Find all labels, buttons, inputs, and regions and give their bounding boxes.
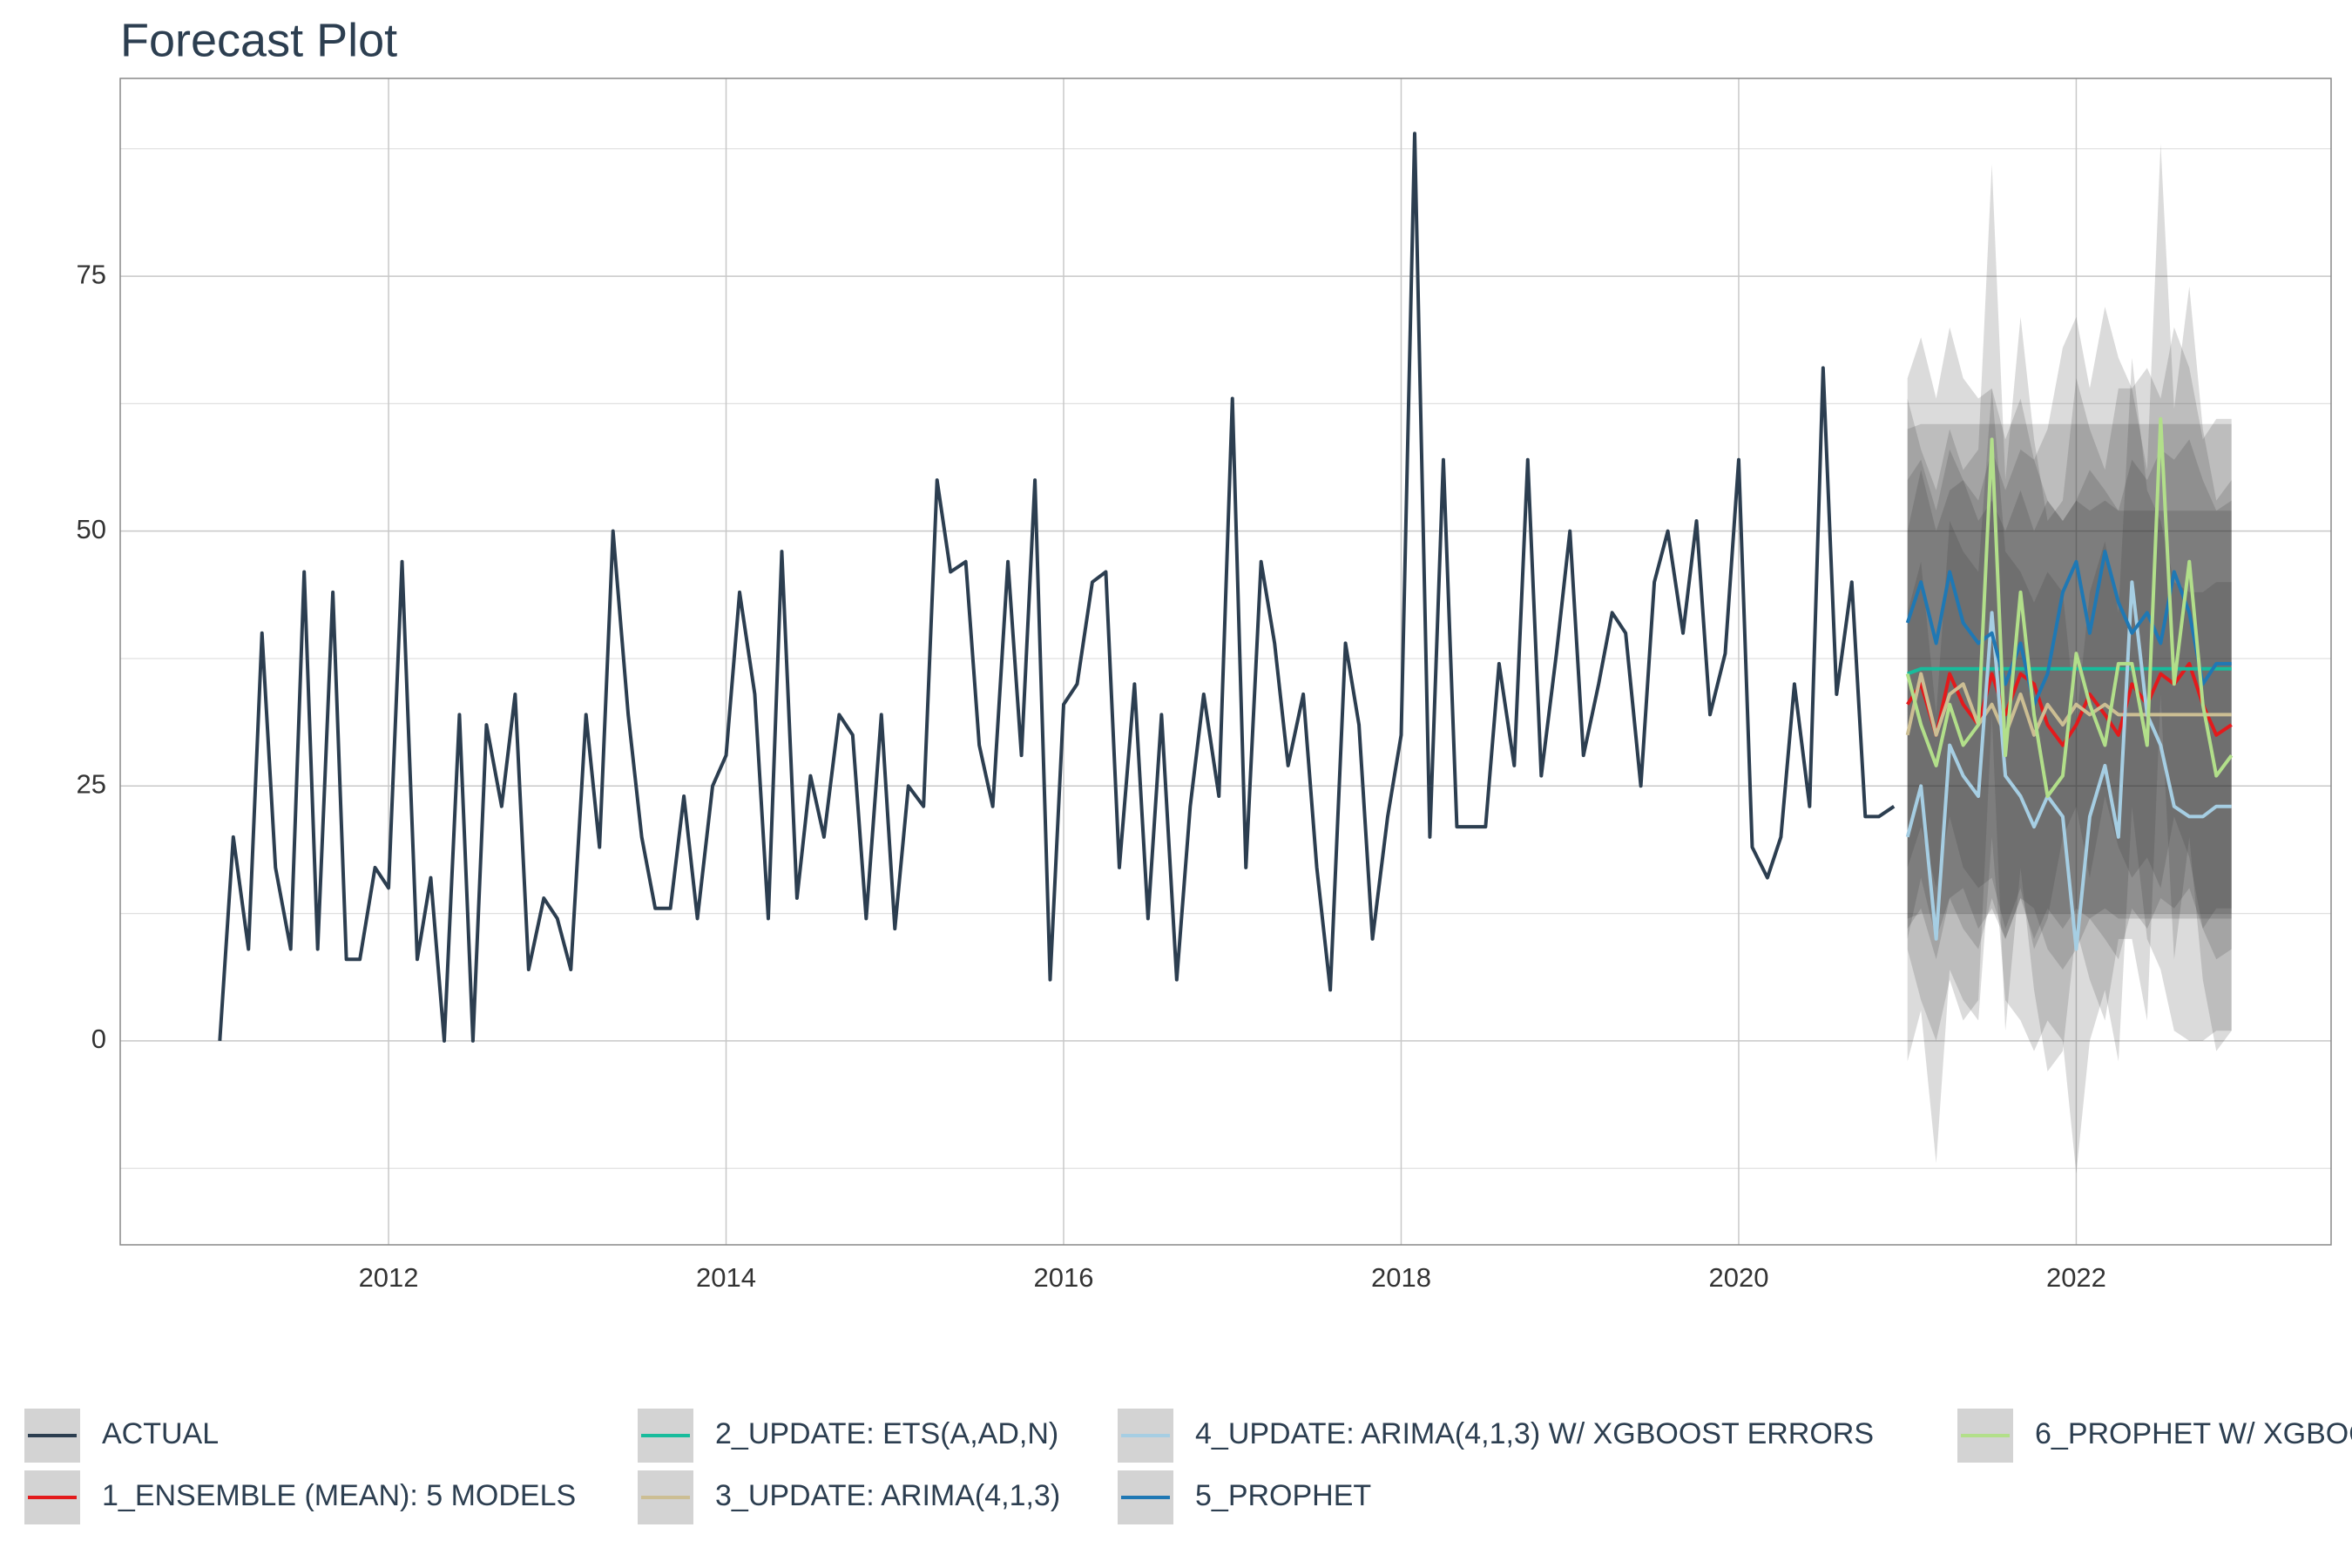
legend-label: 1_ENSEMBLE (MEAN): 5 MODELS: [102, 1479, 576, 1512]
interval-band: [1907, 307, 2232, 950]
legend-label: 4_UPDATE: ARIMA(4,1,3) W/ XGBOOST ERRORS: [1195, 1417, 1874, 1450]
legend: ACTUAL 1_ENSEMBLE (MEAN): 5 MODELS 2_UPDAT…: [24, 1409, 2352, 1524]
y-tick-label: 50: [77, 514, 106, 544]
x-tick-label: 2020: [1708, 1262, 1768, 1293]
x-tick-label: 2016: [1034, 1262, 1094, 1293]
series-line: [218, 132, 1896, 1043]
y-tick-label: 0: [91, 1024, 106, 1054]
grid: 0 25 50 75 2012 2014 2016 2018 2020 2022: [77, 78, 2331, 1293]
interval-band: [1907, 423, 2232, 919]
legend-label: 2_UPDATE: ETS(A,AD,N): [715, 1417, 1058, 1450]
x-tick-label: 2014: [696, 1262, 756, 1293]
panel-border: [119, 78, 2332, 1246]
x-tick-label: 2018: [1371, 1262, 1431, 1293]
series-line: [1905, 550, 2232, 706]
bands: [1907, 143, 2232, 1174]
legend-label: ACTUAL: [102, 1417, 219, 1450]
series-line: [1906, 661, 2233, 747]
legend-label: 5_PROPHET: [1195, 1479, 1371, 1512]
y-tick-label: 75: [77, 259, 106, 289]
x-tick-label: 2012: [359, 1262, 419, 1293]
chart-title: Forecast Plot: [120, 14, 397, 66]
legend-label: 6_PROPHET W/ XGBOOST ERRORS: [2035, 1417, 2352, 1450]
interval-band: [1907, 143, 2232, 1072]
interval-band: [1907, 357, 2232, 1174]
series-line: [1905, 580, 2232, 951]
lines: [218, 132, 2234, 1043]
y-tick-label: 25: [77, 768, 106, 799]
series-line: [1905, 416, 2234, 798]
x-tick-label: 2022: [2046, 1262, 2106, 1293]
legend-label: 3_UPDATE: ARIMA(4,1,3): [715, 1479, 1060, 1512]
